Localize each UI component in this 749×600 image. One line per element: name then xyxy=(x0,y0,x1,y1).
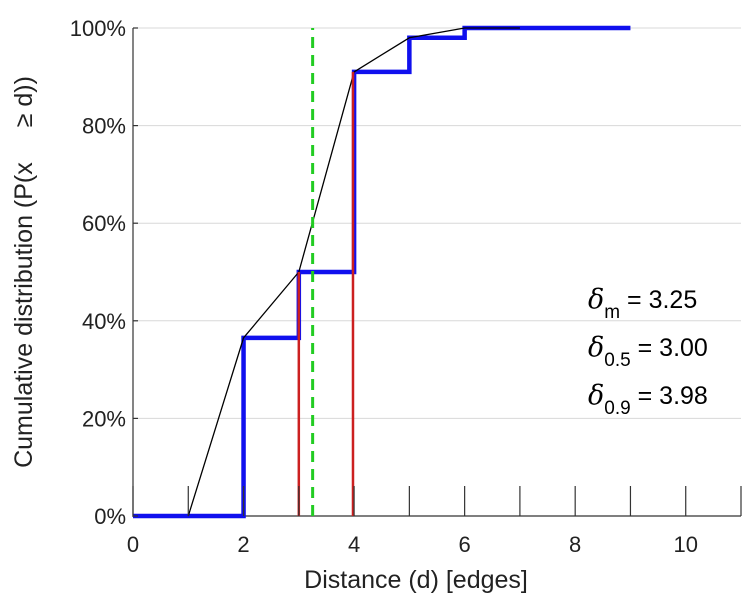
step-cdf-series xyxy=(133,25,631,519)
delta-symbol: δ xyxy=(588,380,604,411)
plot-frame xyxy=(132,28,741,517)
y-axis-label-line1: Cumulative distribution (P(x xyxy=(10,162,38,468)
y-tick-label: 0% xyxy=(94,504,126,529)
tick-layer: 0% 20% 40% 60% 80% 100% 0 2 4 6 8 10 xyxy=(70,16,742,557)
y-axis-label: Cumulative distribution (P(x ≥ d)) xyxy=(10,76,38,468)
y-tick-label: 40% xyxy=(82,309,126,334)
y-tick-label: 80% xyxy=(82,114,126,139)
x-tick-label: 0 xyxy=(127,532,139,557)
delta-symbol: δ xyxy=(588,284,604,315)
x-axis-label: Distance (d) [edges] xyxy=(304,566,528,594)
x-tick-label: 4 xyxy=(348,532,360,557)
delta-value: = 3.00 xyxy=(631,334,708,362)
stat-annotation: δ0.9 = 3.98 xyxy=(588,380,708,419)
delta-symbol: δ xyxy=(588,332,604,363)
stat-annotation: δm = 3.25 xyxy=(588,284,697,323)
y-tick-label: 20% xyxy=(82,406,126,431)
delta-value: = 3.98 xyxy=(631,382,708,410)
delta-subscript: 0.9 xyxy=(604,398,630,419)
delta-subscript: m xyxy=(604,302,620,323)
x-tick-label: 8 xyxy=(569,532,581,557)
grid-layer xyxy=(133,27,741,419)
stat-annotation: δ0.5 = 3.00 xyxy=(588,332,708,371)
y-axis-label-line2: ≥ d)) xyxy=(10,76,38,127)
delta-value: = 3.25 xyxy=(620,286,697,314)
x-tick-label: 6 xyxy=(459,532,471,557)
y-tick-label: 100% xyxy=(70,16,126,41)
x-tick-label: 10 xyxy=(673,532,697,557)
x-tick-label: 2 xyxy=(237,532,249,557)
data-layer xyxy=(133,25,631,519)
delta-subscript: 0.5 xyxy=(604,350,630,371)
y-tick-label: 60% xyxy=(82,211,126,236)
